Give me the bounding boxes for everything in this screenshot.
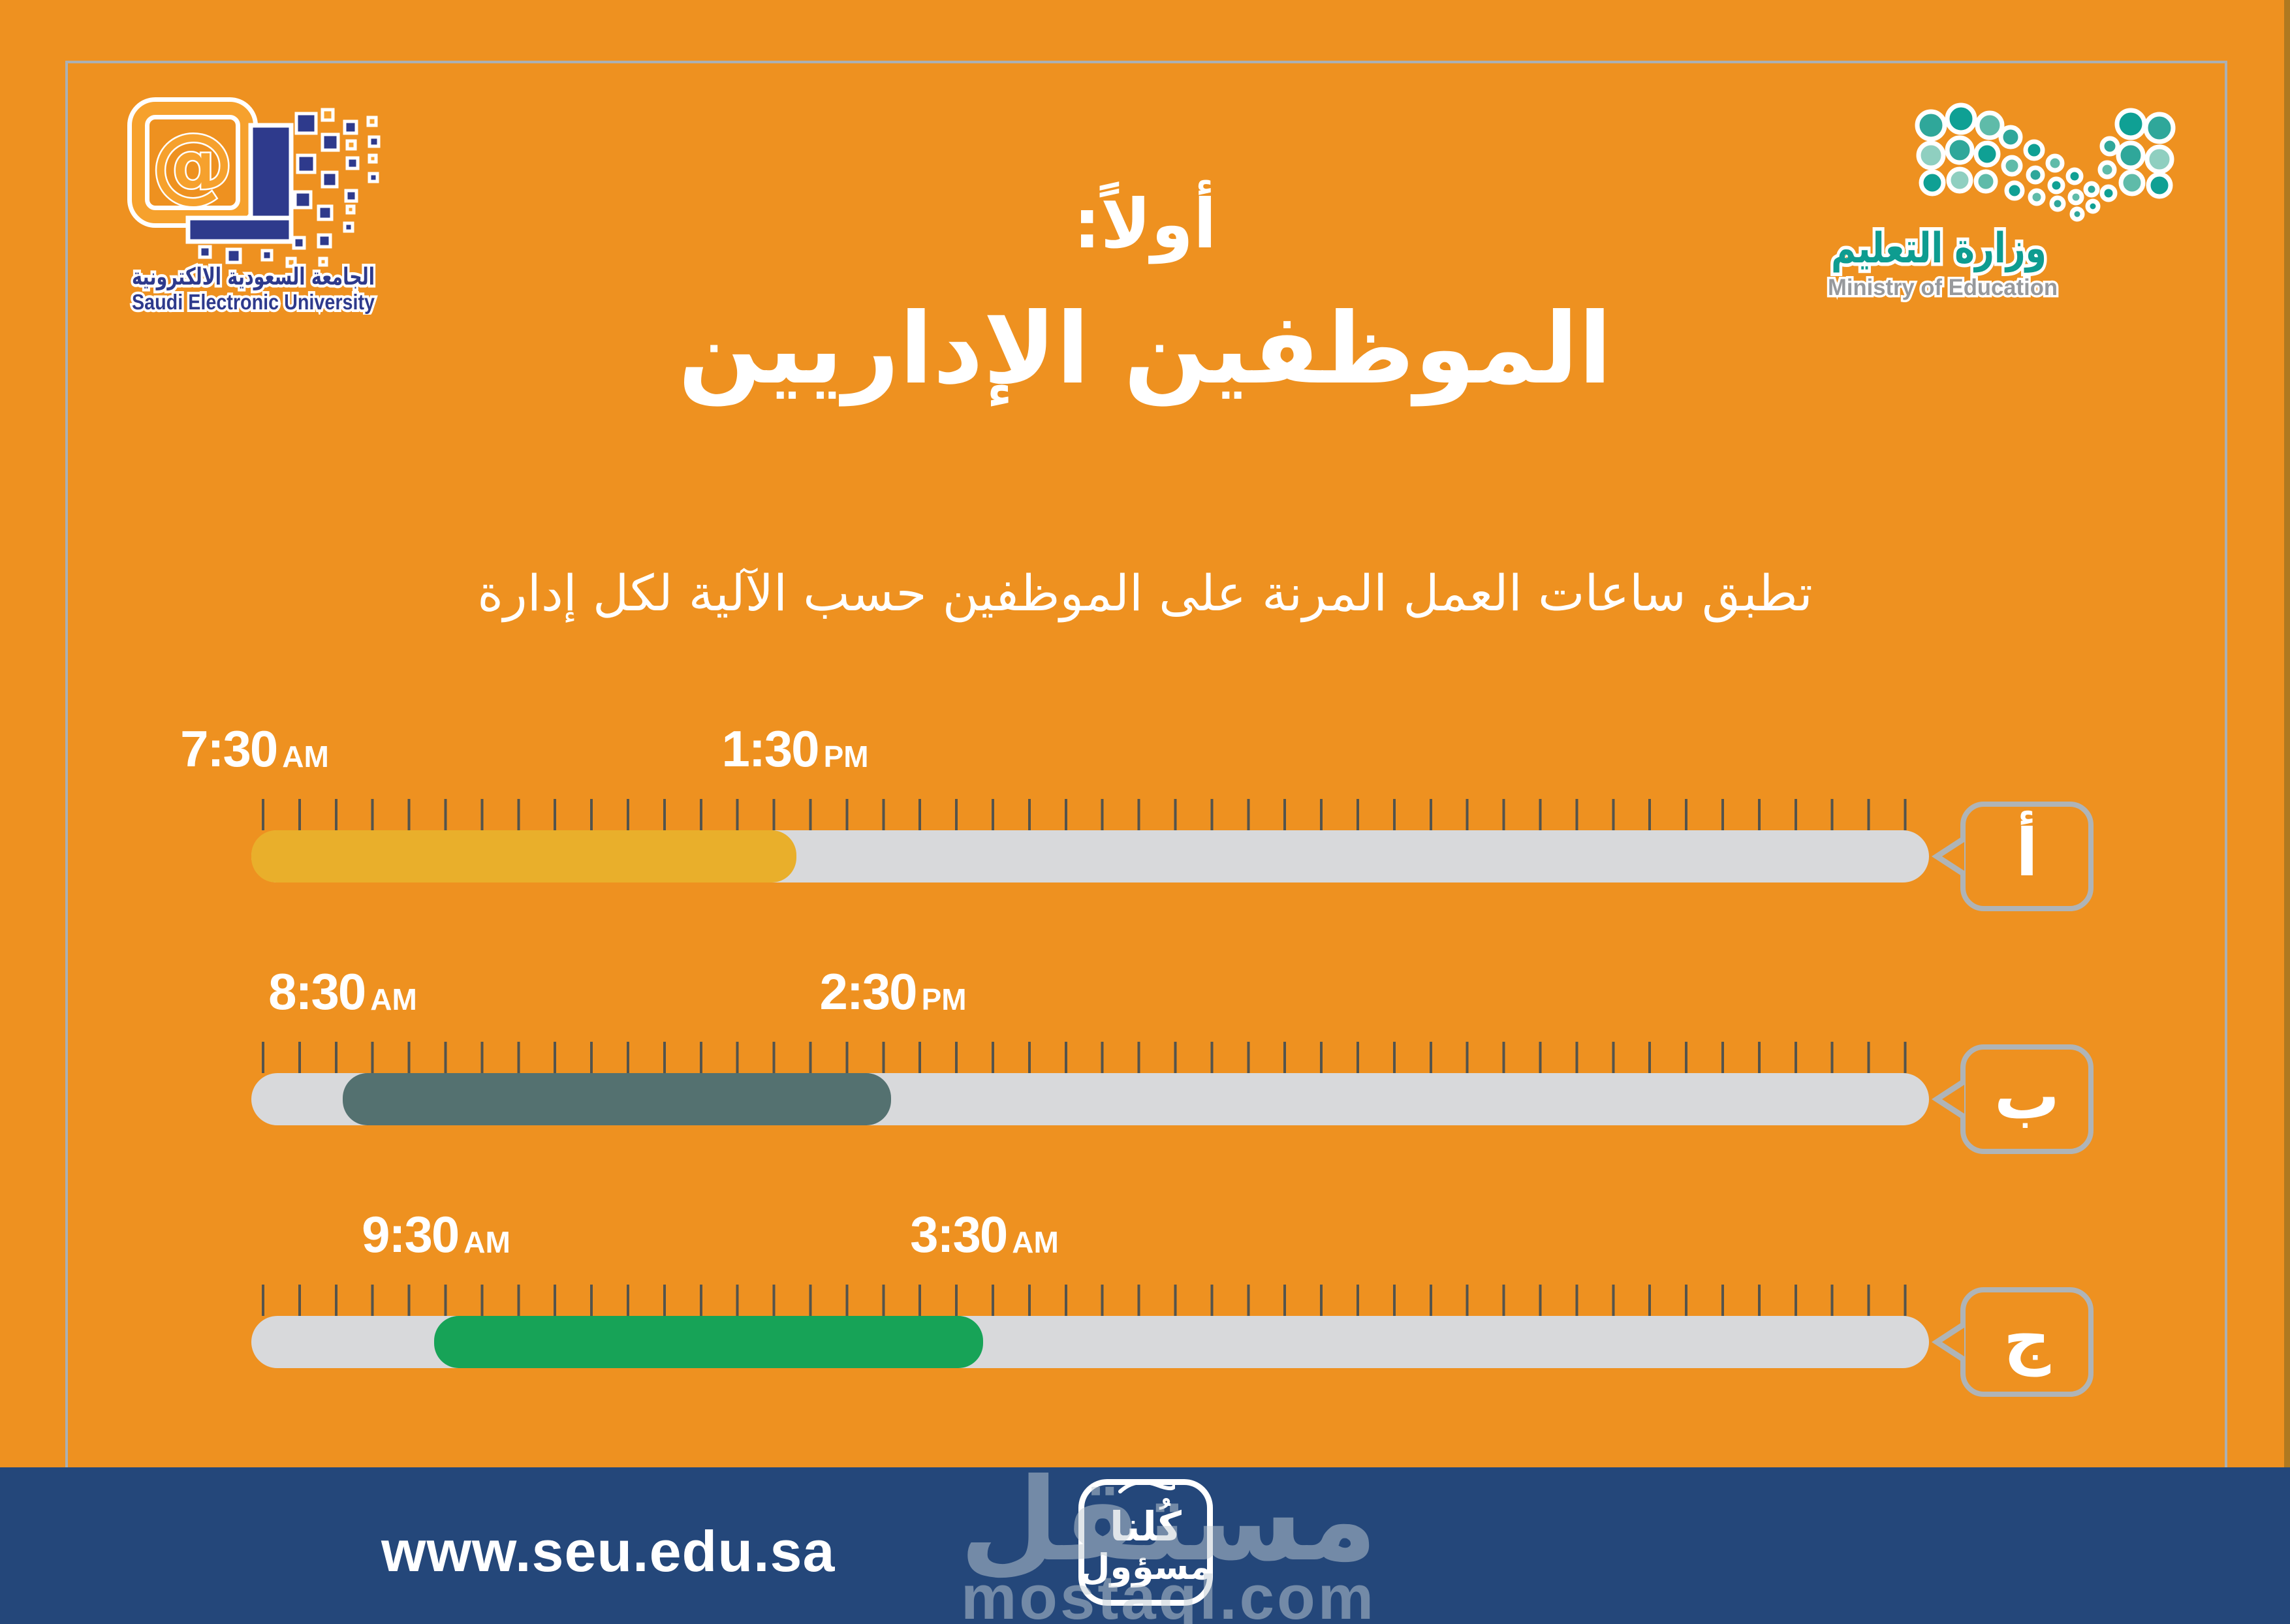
timeline-track	[251, 1316, 1929, 1368]
ruler-ticks	[262, 1042, 1919, 1073]
end-time-label: 1:30 PM	[721, 723, 868, 774]
row-badge-letter: ج	[2003, 1300, 2051, 1377]
start-time-meridiem: AM	[463, 1225, 510, 1259]
start-time-label: 9:30 AM	[362, 1209, 510, 1260]
end-time-meridiem: AM	[1012, 1225, 1059, 1259]
section-title-main: الموظفين الإداريين	[678, 292, 1612, 406]
working-hours-fill	[434, 1316, 983, 1368]
end-time-label: 2:30 PM	[819, 966, 966, 1017]
footer-bar	[0, 1467, 2290, 1624]
row-badge-letter: ب	[1994, 1057, 2060, 1134]
seu-at-glyph: @	[151, 116, 234, 211]
row-badge-bubble: ب	[1960, 1044, 2094, 1154]
timeline-row-b: 8:30 AM 2:30 PM ب	[0, 966, 2290, 1162]
end-time-value: 3:30	[910, 1206, 1008, 1263]
moe-dots-pattern	[1915, 102, 2176, 222]
seu-at-mark: @	[127, 97, 381, 268]
moe-name-arabic: وزارة التعليم	[1831, 225, 2047, 273]
working-hours-fill	[343, 1073, 892, 1125]
end-time-label: 3:30 AM	[910, 1209, 1059, 1260]
seu-pixel-mosaic	[198, 112, 381, 264]
section-subtitle: تطبق ساعات العمل المرنة على الموظفين حسب…	[477, 564, 1813, 622]
start-time-value: 7:30	[180, 720, 278, 777]
badge-line1: كُلنا	[1110, 1502, 1182, 1550]
website-url: www.seu.edu.sa	[381, 1519, 836, 1584]
end-time-meridiem: PM	[823, 740, 869, 773]
start-time-meridiem: AM	[282, 740, 329, 773]
working-hours-fill	[251, 830, 797, 882]
moe-logo: وزارة التعليم Ministry of Education	[1826, 102, 2176, 303]
moe-name-english: Ministry of Education	[1828, 275, 2058, 300]
seu-pixel-mosaic-orange	[285, 108, 378, 268]
timeline-row-a: 7:30 AM 1:30 PM أ	[0, 723, 2290, 919]
row-badge-bubble: ج	[1960, 1287, 2094, 1397]
section-title-ordinal: أولاً:	[1073, 184, 1217, 264]
seu-name-english: Saudi Electronic University	[132, 290, 375, 314]
end-time-value: 2:30	[819, 963, 917, 1020]
start-time-meridiem: AM	[370, 982, 417, 1016]
timeline-row-c: 9:30 AM 3:30 AM ج	[0, 1209, 2290, 1405]
badge-swoosh-icon	[1118, 1480, 1175, 1493]
ruler-ticks	[262, 1285, 1919, 1316]
end-time-value: 1:30	[721, 720, 819, 777]
seu-logo: @ الجامعة السعودية الالكترونية	[127, 97, 381, 315]
kulna-masool-badge: كُلنا مسؤول	[1078, 1479, 1213, 1606]
timeline-track	[251, 1073, 1929, 1125]
row-badge-bubble: أ	[1960, 802, 2094, 911]
seu-name-arabic: الجامعة السعودية الالكترونية	[132, 264, 375, 290]
start-time-label: 8:30 AM	[268, 966, 417, 1017]
ruler-ticks	[262, 799, 1919, 830]
start-time-value: 9:30	[362, 1206, 460, 1263]
timeline-track	[251, 830, 1929, 882]
right-edge-shade	[2284, 0, 2290, 1467]
end-time-meridiem: PM	[921, 982, 967, 1016]
start-time-label: 7:30 AM	[180, 723, 329, 774]
start-time-value: 8:30	[268, 963, 366, 1020]
row-badge-letter: أ	[2015, 815, 2039, 891]
badge-line2: مسؤول	[1079, 1546, 1212, 1587]
